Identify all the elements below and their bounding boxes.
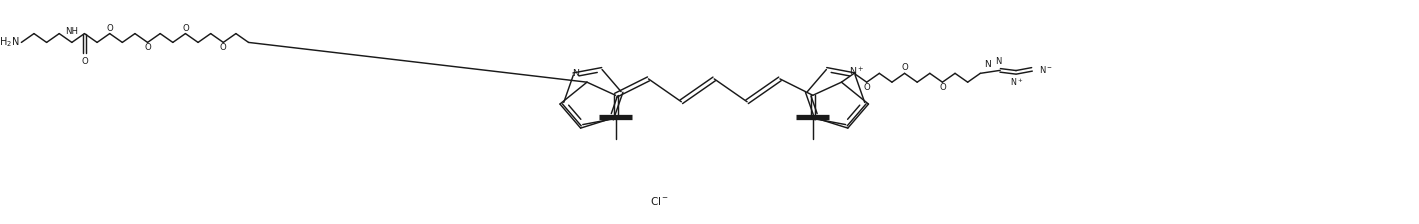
Text: O: O bbox=[901, 63, 908, 72]
Text: O: O bbox=[81, 57, 88, 66]
Text: O: O bbox=[863, 83, 870, 92]
Text: O: O bbox=[182, 24, 189, 33]
Text: N: N bbox=[572, 69, 579, 78]
Text: $\rm H_2N$: $\rm H_2N$ bbox=[0, 36, 20, 49]
Text: O: O bbox=[939, 83, 946, 92]
Text: $\rm Cl^-$: $\rm Cl^-$ bbox=[650, 196, 668, 207]
Text: O: O bbox=[106, 24, 114, 33]
Text: $\rm N^+$: $\rm N^+$ bbox=[850, 66, 864, 78]
Text: O: O bbox=[220, 43, 227, 52]
Text: $\rm N^+$: $\rm N^+$ bbox=[1010, 76, 1023, 88]
Text: $\rm N^-$: $\rm N^-$ bbox=[1039, 64, 1053, 75]
Text: O: O bbox=[145, 43, 150, 52]
Text: $\rm N$: $\rm N$ bbox=[995, 55, 1003, 66]
Text: NH: NH bbox=[65, 28, 78, 37]
Text: $\rm N$: $\rm N$ bbox=[985, 58, 992, 69]
